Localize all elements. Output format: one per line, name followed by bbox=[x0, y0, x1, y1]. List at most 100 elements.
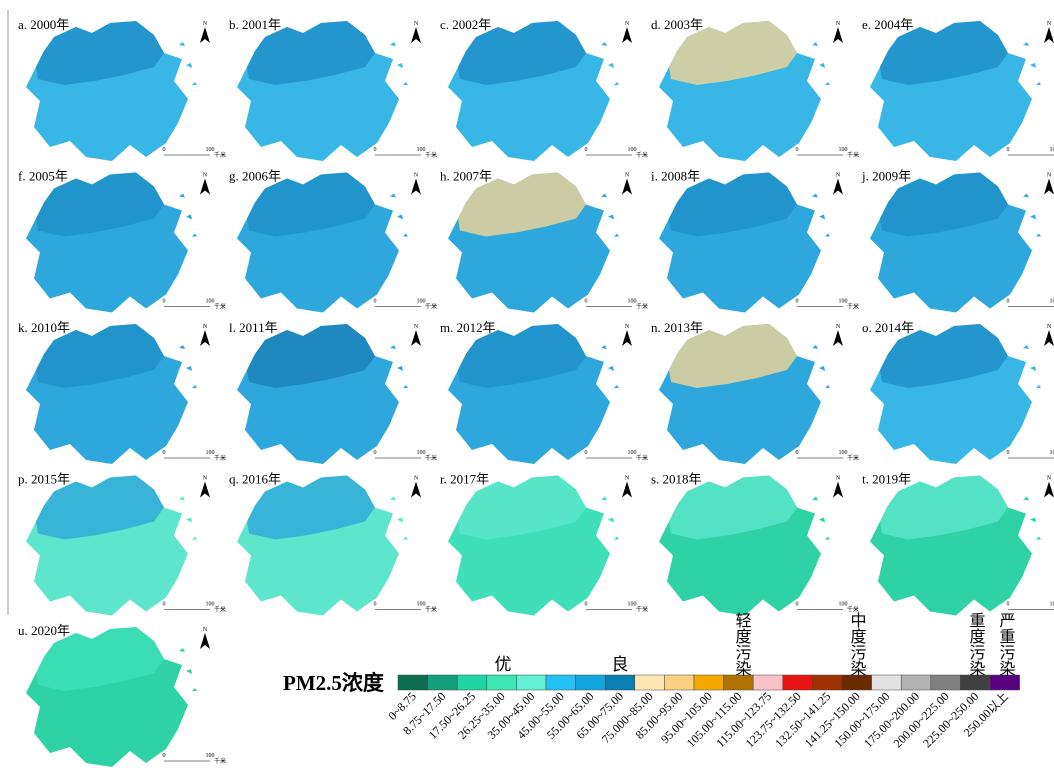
north-arrow bbox=[411, 179, 421, 195]
scale-zero: 0 bbox=[585, 602, 588, 608]
scale-unit: 千米 bbox=[636, 151, 648, 159]
panel-label: f. 2005年 bbox=[18, 169, 68, 184]
panel-label: s. 2018年 bbox=[651, 472, 702, 487]
north-arrow bbox=[200, 27, 210, 43]
panel-label: c. 2002年 bbox=[440, 17, 491, 32]
north-label: N bbox=[414, 476, 419, 482]
north-label: N bbox=[1047, 21, 1052, 27]
legend-swatch bbox=[812, 675, 842, 690]
legend-swatch bbox=[960, 675, 990, 690]
scale-unit: 千米 bbox=[847, 454, 859, 462]
north-label: N bbox=[625, 173, 630, 179]
islands bbox=[179, 497, 197, 540]
map-panel: o. 2014年N0100千米 bbox=[862, 320, 1054, 464]
north-arrow bbox=[1044, 330, 1054, 346]
legend-swatch bbox=[546, 675, 576, 690]
scale-zero: 0 bbox=[1007, 602, 1010, 608]
north-label: N bbox=[1047, 173, 1052, 179]
north-label: N bbox=[625, 476, 630, 482]
legend-title: PM2.5浓度 bbox=[283, 671, 384, 695]
panel-label: e. 2004年 bbox=[862, 17, 913, 32]
scale-zero: 0 bbox=[163, 753, 166, 759]
scale-zero: 0 bbox=[374, 147, 377, 153]
map-panel: j. 2009年N0100千米 bbox=[861, 169, 1054, 313]
map-panel: t. 2019年N0100千米 bbox=[862, 472, 1054, 616]
map-panel: e. 2004年N0100千米 bbox=[862, 17, 1054, 161]
scale-unit: 千米 bbox=[425, 303, 437, 311]
islands bbox=[812, 497, 830, 540]
north-arrow bbox=[622, 179, 632, 195]
panel-label: m. 2012年 bbox=[440, 320, 496, 335]
islands bbox=[601, 42, 619, 85]
north-arrow bbox=[833, 27, 843, 43]
scale-hundred: 100 bbox=[1050, 450, 1054, 456]
scale-unit: 千米 bbox=[214, 454, 226, 462]
panel-label: g. 2006年 bbox=[229, 169, 281, 184]
north-label: N bbox=[625, 21, 630, 27]
panel-label: r. 2017年 bbox=[440, 472, 489, 487]
north-label: N bbox=[414, 324, 419, 330]
legend-swatch bbox=[428, 675, 458, 690]
north-label: N bbox=[836, 21, 841, 27]
scale-zero: 0 bbox=[374, 602, 377, 608]
legend-swatch bbox=[901, 675, 931, 690]
panel-label: u. 2020年 bbox=[18, 623, 70, 638]
legend-swatch bbox=[457, 675, 487, 690]
panel-label: q. 2016年 bbox=[229, 472, 281, 487]
panel-label: n. 2013年 bbox=[651, 320, 703, 335]
north-label: N bbox=[1047, 324, 1052, 330]
scale-unit: 千米 bbox=[214, 303, 226, 311]
north-arrow bbox=[200, 482, 210, 498]
north-label: N bbox=[1047, 476, 1052, 482]
scale-unit: 千米 bbox=[636, 454, 648, 462]
scale-hundred: 100 bbox=[1050, 299, 1054, 305]
legend-swatch bbox=[694, 675, 724, 690]
north-label: N bbox=[414, 21, 419, 27]
scale-unit: 千米 bbox=[425, 151, 437, 159]
panel-label: a. 2000年 bbox=[18, 17, 69, 32]
islands bbox=[1023, 194, 1041, 237]
north-arrow bbox=[200, 633, 210, 649]
figure: a. 2000年 N 0 100 千米 b. 2001年 N 0 100 千米 c. 2002年 N 0… bbox=[0, 0, 1054, 770]
legend-swatch bbox=[398, 675, 428, 690]
panel-label: h. 2007年 bbox=[440, 169, 492, 184]
panel-label: k. 2010年 bbox=[18, 320, 70, 335]
legend-swatch bbox=[516, 675, 546, 690]
legend-group: 严重污染 bbox=[997, 612, 1016, 676]
scale-zero: 0 bbox=[1007, 147, 1010, 153]
scale-zero: 0 bbox=[796, 450, 799, 456]
north-arrow bbox=[1044, 179, 1054, 195]
scale-zero: 0 bbox=[796, 299, 799, 305]
north-label: N bbox=[836, 476, 841, 482]
scale-unit: 千米 bbox=[214, 606, 226, 614]
islands bbox=[601, 194, 619, 237]
legend-swatch bbox=[724, 675, 754, 690]
legend-swatch bbox=[635, 675, 665, 690]
north-arrow bbox=[200, 179, 210, 195]
legend-group: 中度污染 bbox=[848, 612, 867, 676]
scale-zero: 0 bbox=[585, 450, 588, 456]
panel-label: l. 2011年 bbox=[229, 320, 278, 335]
islands bbox=[390, 42, 408, 85]
panel-label: j. 2009年 bbox=[861, 169, 911, 184]
islands bbox=[601, 345, 619, 388]
north-label: N bbox=[836, 173, 841, 179]
legend-group: 良 bbox=[612, 655, 629, 674]
legend-swatch bbox=[783, 675, 813, 690]
north-arrow bbox=[1044, 482, 1054, 498]
legend-swatch bbox=[842, 675, 872, 690]
panel-label: b. 2001年 bbox=[229, 17, 281, 32]
islands bbox=[1023, 497, 1041, 540]
